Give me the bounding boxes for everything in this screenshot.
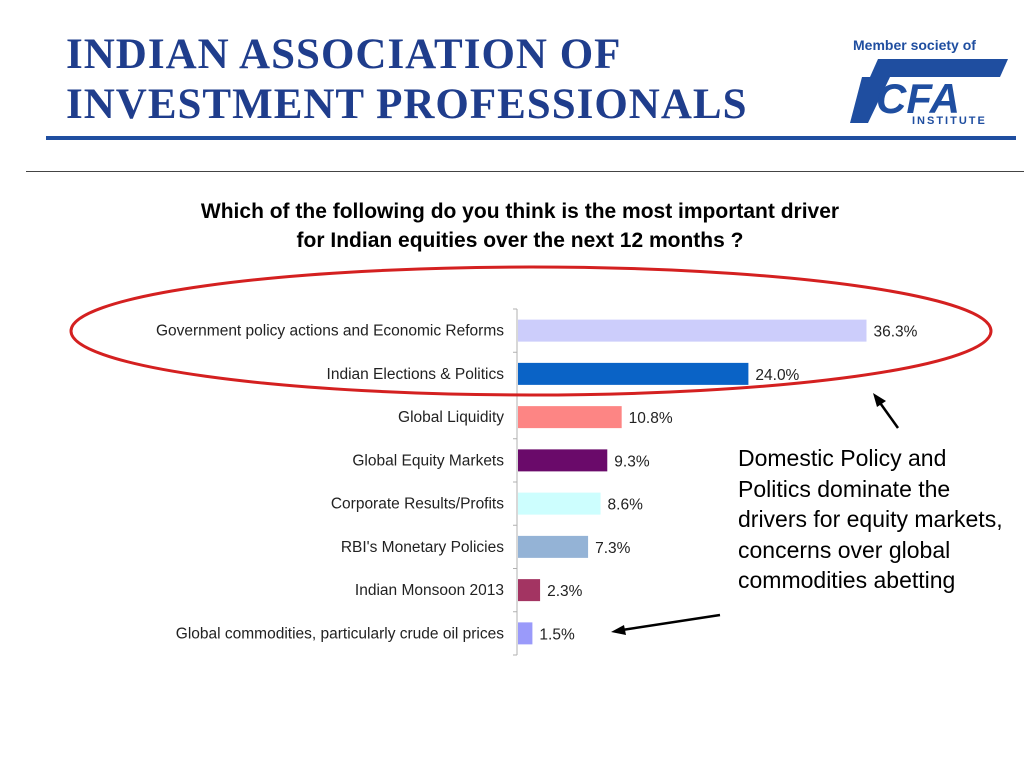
member-society-label: Member society of bbox=[853, 37, 976, 53]
bar bbox=[518, 579, 541, 602]
bar bbox=[518, 535, 589, 558]
value-label: 10.8% bbox=[629, 410, 673, 427]
cfa-institute-logo: CFA INSTITUTE bbox=[850, 59, 1008, 127]
survey-question: Which of the following do you think is t… bbox=[60, 197, 980, 255]
value-label: 8.6% bbox=[608, 497, 644, 514]
category-label: Indian Monsoon 2013 bbox=[355, 582, 504, 599]
category-label: Government policy actions and Economic R… bbox=[156, 323, 504, 340]
bar bbox=[518, 492, 601, 515]
category-label: Global Liquidity bbox=[398, 409, 504, 426]
category-label: Global Equity Markets bbox=[352, 452, 504, 469]
survey-question-line2: for Indian equities over the next 12 mon… bbox=[296, 229, 744, 252]
org-title: INDIAN ASSOCIATION OF INVESTMENT PROFESS… bbox=[66, 30, 748, 130]
value-label: 9.3% bbox=[614, 453, 650, 470]
survey-question-line1: Which of the following do you think is t… bbox=[200, 200, 840, 223]
arrow-to-commodities-head bbox=[611, 625, 626, 635]
value-label: 2.3% bbox=[547, 583, 583, 600]
bars bbox=[518, 319, 867, 645]
value-label: 24.0% bbox=[755, 367, 799, 384]
value-label: 7.3% bbox=[595, 540, 631, 557]
org-title-line2: INVESTMENT PROFESSIONALS bbox=[66, 81, 748, 128]
value-label: 1.5% bbox=[539, 626, 575, 643]
org-title-line1: INDIAN ASSOCIATION OF bbox=[66, 31, 622, 78]
y-axis-ticks bbox=[513, 308, 517, 656]
value-label: 36.3% bbox=[873, 324, 917, 341]
logo-cfa-text: CFA bbox=[876, 75, 960, 122]
header-rule bbox=[46, 136, 1016, 140]
bar bbox=[518, 622, 533, 645]
logo-institute-text: INSTITUTE bbox=[912, 115, 987, 127]
arrow-to-commodities bbox=[621, 613, 721, 632]
highlight-ellipse bbox=[69, 265, 993, 397]
arrow-to-top-drivers bbox=[876, 399, 900, 429]
category-label: Corporate Results/Profits bbox=[331, 496, 504, 513]
section-divider bbox=[26, 171, 1024, 172]
arrow-to-top-drivers-head bbox=[873, 393, 886, 407]
bar bbox=[518, 449, 608, 472]
category-label: Global commodities, particularly crude o… bbox=[176, 625, 504, 642]
bar bbox=[518, 319, 867, 342]
bar bbox=[518, 406, 622, 429]
callout-text: Domestic Policy and Politics dominate th… bbox=[738, 445, 1003, 593]
category-label: RBI's Monetary Policies bbox=[341, 539, 504, 556]
category-labels: Government policy actions and Economic R… bbox=[156, 323, 504, 643]
category-label: Indian Elections & Politics bbox=[327, 366, 505, 383]
value-labels: 36.3% 24.0% 10.8% 9.3% 8.6% 7.3% 2.3% 1.5% bbox=[539, 324, 917, 644]
bar bbox=[518, 362, 749, 385]
